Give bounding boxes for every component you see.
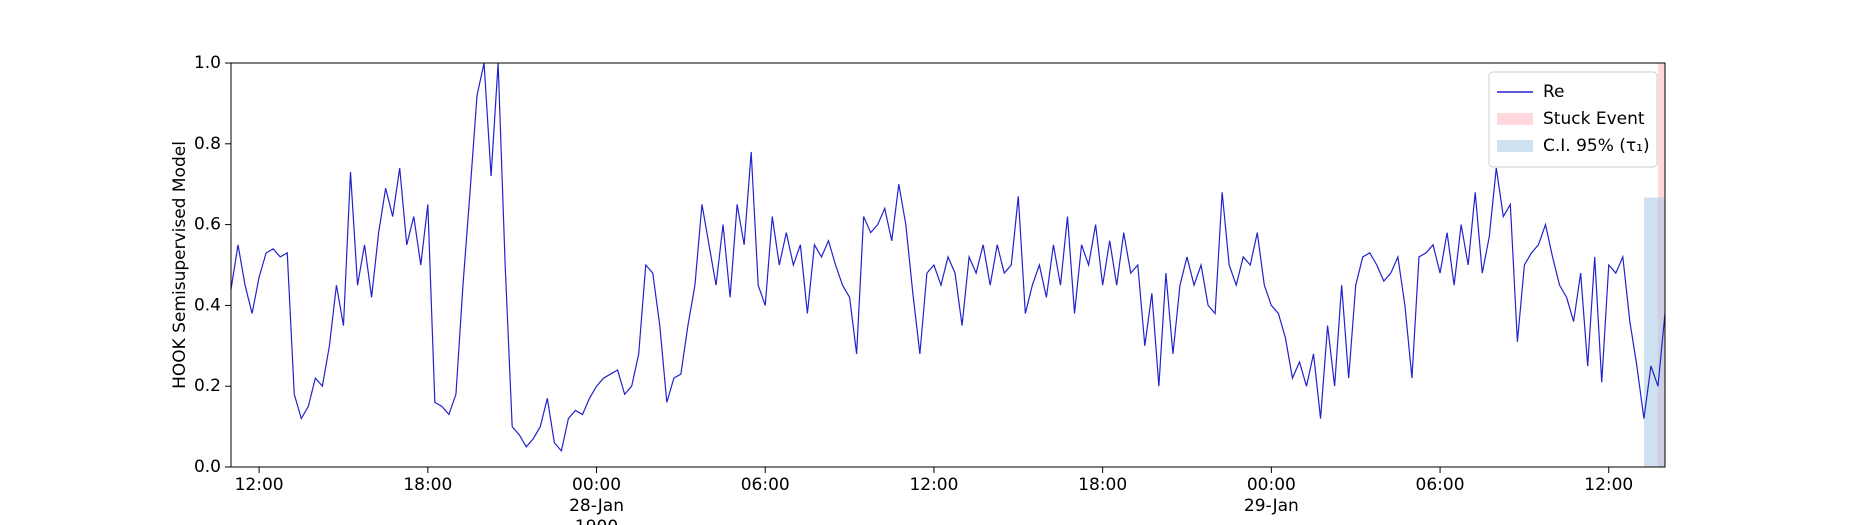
y-tick-label: 0.0 [194,457,221,477]
legend-label: Stuck Event [1543,109,1645,129]
plot-frame [230,62,1666,468]
legend-label: C.I. 95% (τ₁) [1543,136,1650,156]
y-tick-label: 1.0 [194,53,221,73]
span [1643,197,1665,468]
x-tick-label: 06:00 [1416,475,1465,495]
x-tick-label: 12:00 [235,475,284,495]
x-tick-label: 18:00 [403,475,452,495]
legend-label: Re [1543,82,1565,102]
x-tick-label: 12:00 [909,475,958,495]
y-tick-label: 0.8 [194,134,221,154]
x-tick-label: 12:00 [1584,475,1633,495]
x-tick-label: 18:00 [1078,475,1127,495]
y-axis-label: HOOK Semisupervised Model [170,141,190,389]
x-tick-label: 00:00 29-Jan [1244,475,1299,516]
legend-swatch [1497,113,1533,125]
y-tick-label: 0.2 [194,376,221,396]
y-tick-label: 0.6 [194,215,221,235]
legend-swatch [1497,140,1533,152]
line-series [230,62,1666,453]
x-tick-label: 06:00 [741,475,790,495]
y-tick-label: 0.4 [194,295,221,315]
